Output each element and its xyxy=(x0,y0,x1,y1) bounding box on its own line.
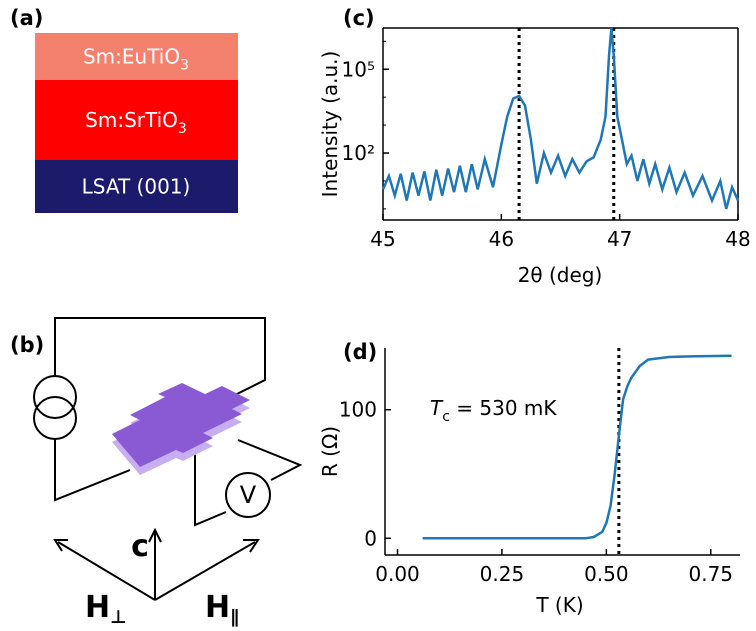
x-axis-label: 2θ (deg) xyxy=(518,263,603,287)
x-tick-label: 45 xyxy=(370,227,395,251)
circuit xyxy=(33,317,303,601)
layer-sub: 3 xyxy=(178,121,187,137)
annotation: Tc = 530 mK xyxy=(430,396,557,425)
field-perp-label: H⊥ xyxy=(85,590,127,628)
x-tick-label: 0.50 xyxy=(584,562,629,586)
field-par-label: H∥ xyxy=(205,590,239,628)
x-tick-label: 0.25 xyxy=(480,562,525,586)
panel-label: (d) xyxy=(343,340,377,364)
layer-text: Sm:SrTiO xyxy=(85,108,178,132)
annotation-symbol: T xyxy=(430,396,444,420)
x-tick-label: 48 xyxy=(725,227,750,251)
layer-label: LSAT (001) xyxy=(82,175,191,199)
x-tick-label: 47 xyxy=(607,227,632,251)
layer-text: LSAT (001) xyxy=(82,175,191,199)
data-line xyxy=(381,27,740,210)
layer-label: Sm:SrTiO3 xyxy=(85,108,187,137)
panel-label: (b) xyxy=(10,333,44,357)
x-tick-label: 46 xyxy=(489,227,514,251)
y-tick-label: 10² xyxy=(342,141,375,165)
layer-label: Sm:EuTiO3 xyxy=(83,45,189,74)
x-tick-label: 0.00 xyxy=(375,562,420,586)
panel-label: (a) xyxy=(10,6,43,30)
layer xyxy=(35,80,238,160)
annotation-sub: c xyxy=(442,409,450,425)
layer-text: Sm:EuTiO xyxy=(83,45,180,69)
layer xyxy=(35,33,238,80)
data-line xyxy=(422,354,732,540)
x-axis-label: T (K) xyxy=(535,593,583,617)
annotation-rest: = 530 mK xyxy=(450,396,557,420)
x-tick-label: 0.75 xyxy=(688,562,733,586)
layer-sub: 3 xyxy=(180,58,189,74)
voltmeter-label: V xyxy=(240,481,257,509)
y-axis-label: R (Ω) xyxy=(318,426,342,477)
layer xyxy=(35,160,238,213)
y-tick-label: 100 xyxy=(339,398,377,422)
panel-label: (c) xyxy=(343,6,375,30)
c-axis-label: c xyxy=(131,529,149,564)
y-tick-label: 0 xyxy=(364,526,377,550)
y-tick-label: 10⁵ xyxy=(342,57,375,81)
y-axis-label: Intensity (a.u.) xyxy=(318,51,342,198)
